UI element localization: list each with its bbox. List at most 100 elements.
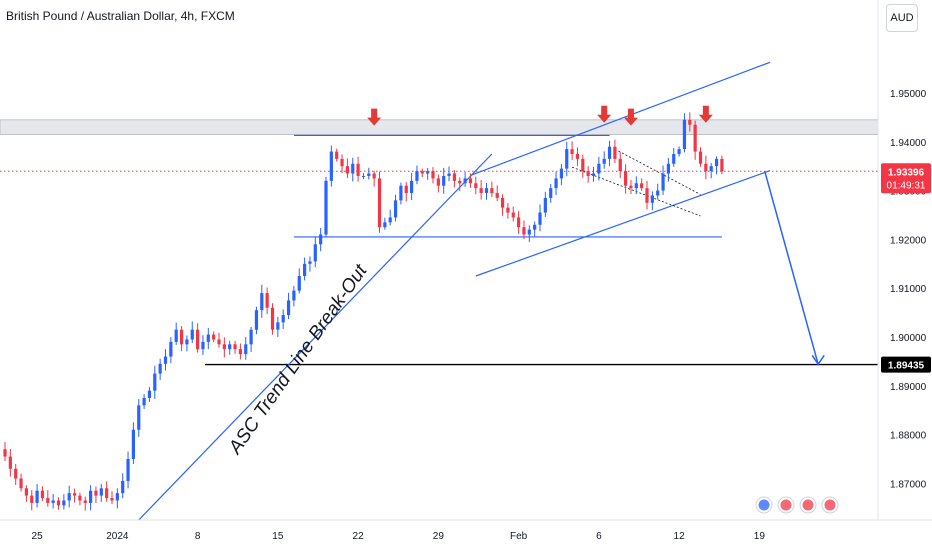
candle-body [709, 166, 713, 172]
candle-body [131, 429, 135, 459]
candle-body [335, 151, 339, 159]
candle-body [672, 154, 676, 164]
candle-body [522, 227, 526, 235]
candle-body [586, 171, 590, 176]
candle-body [591, 173, 596, 176]
candle-body [281, 315, 285, 323]
x-tick-label: 15 [272, 531, 284, 542]
candle-body [361, 175, 366, 177]
y-tick-label: 1.92000 [890, 235, 927, 246]
candle-body [254, 310, 259, 330]
candle-body [666, 163, 670, 174]
x-tick-label: 12 [674, 531, 686, 542]
candle-body [179, 329, 184, 345]
y-tick-label: 1.87000 [890, 479, 927, 490]
candle-body [372, 173, 376, 179]
candle-body [174, 329, 178, 342]
ascending-trend-line [138, 153, 493, 521]
candle-body [185, 339, 189, 345]
candle-body [163, 356, 168, 364]
candle-body [565, 149, 569, 169]
candle-body [158, 363, 162, 374]
candle-body [629, 185, 633, 189]
candle-body [228, 344, 232, 350]
candle-body [383, 222, 387, 228]
candle-body [527, 229, 531, 235]
candle-body [147, 390, 152, 398]
channel-upper-line [470, 61, 771, 177]
candle-body [559, 168, 563, 179]
x-tick-label: 19 [754, 531, 766, 542]
candle-body [270, 307, 275, 330]
candle-body [463, 178, 467, 184]
candle-body [351, 163, 355, 174]
candle-body [511, 212, 515, 218]
projection-arrowhead [811, 354, 825, 366]
candle-body [543, 197, 547, 213]
candle-body [72, 493, 77, 496]
candle-body [356, 163, 360, 176]
candle-body [377, 178, 382, 228]
candle-body [431, 171, 435, 179]
current-price-label-countdown: 01:49:31 [887, 180, 926, 191]
candle-body [367, 173, 371, 176]
candle-body [35, 490, 39, 503]
candle-body [292, 290, 296, 301]
candle-body [244, 344, 248, 355]
candle-body [613, 146, 617, 159]
candle-body [324, 180, 328, 235]
candle-body [40, 490, 45, 499]
x-tick-label: 8 [195, 531, 201, 542]
target-price-label: 1.89435 [888, 361, 925, 372]
candle-body [506, 207, 510, 213]
top-arrows [367, 105, 713, 126]
candle-body [399, 185, 403, 201]
analysis-lines [0, 61, 878, 521]
currency-button[interactable]: AUD [886, 4, 918, 32]
y-tick-label: 1.94000 [890, 138, 927, 149]
candle-body [319, 234, 323, 245]
candle-body [153, 373, 157, 391]
candle-body [56, 500, 61, 506]
down-arrow-icon [597, 105, 612, 123]
candle-body [634, 183, 638, 189]
y-tick-label: 1.91000 [890, 284, 927, 295]
resistance-zone-rect [0, 119, 879, 135]
projection-arrow [763, 170, 819, 365]
candle-body [500, 197, 505, 208]
candle-body [313, 244, 317, 262]
candle-body [677, 149, 681, 154]
candle-body [650, 195, 654, 203]
candle-body [602, 158, 606, 164]
candle-body [89, 490, 93, 503]
candle-body [3, 449, 7, 457]
candle-body [115, 493, 119, 501]
candle-body [607, 146, 612, 159]
x-tick-label: 25 [32, 531, 44, 542]
candle-body [442, 175, 446, 186]
candle-body [217, 339, 221, 345]
candle-body [297, 276, 301, 291]
candle-body [388, 217, 392, 223]
candle-body [426, 171, 430, 174]
down-arrow-icon [367, 108, 382, 126]
candle-body [714, 158, 719, 167]
candle-body [656, 190, 660, 196]
event-flag-inner [824, 499, 836, 511]
candle-body [720, 158, 724, 172]
candle-body [78, 495, 82, 501]
candle-body [340, 158, 344, 167]
candle-body [51, 500, 55, 503]
candle-body [645, 188, 649, 203]
candle-body [142, 398, 146, 406]
candle-body [233, 344, 237, 350]
down-arrow-icon [698, 105, 713, 123]
candle-body [490, 188, 494, 194]
wedge-dashed-upper [614, 148, 701, 195]
candle-body [575, 154, 580, 159]
y-tick-label: 1.88000 [890, 431, 927, 442]
candle-body [458, 180, 462, 184]
candle-body [436, 178, 440, 186]
